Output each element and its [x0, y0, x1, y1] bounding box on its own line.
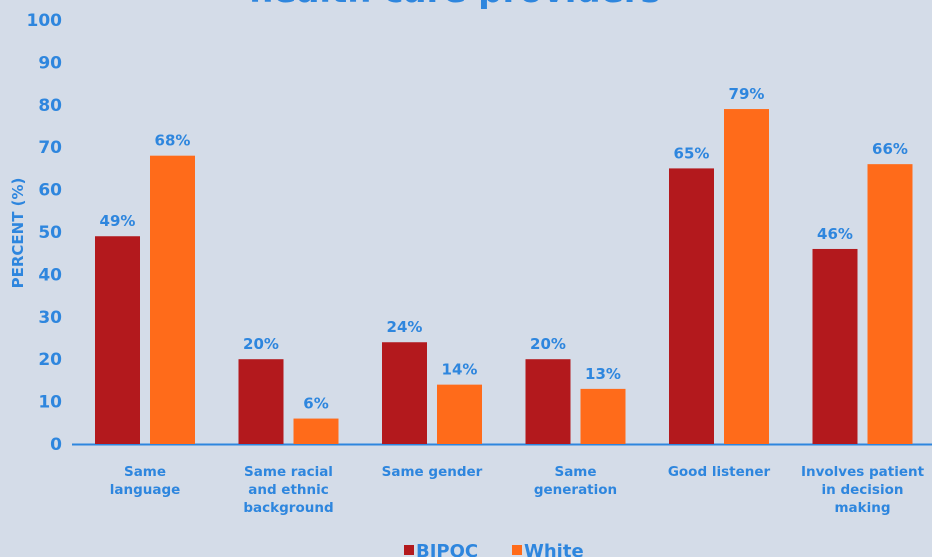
legend-swatch-bipoc	[404, 545, 414, 555]
y-tick-label: 60	[38, 181, 62, 201]
legend-label-bipoc: BIPOC	[416, 541, 478, 557]
bar-white	[867, 164, 913, 444]
y-tick-label: 40	[38, 265, 62, 285]
y-axis-ticks: 0 10 20 30 40 50 60 70 80 90 100	[27, 11, 63, 455]
legend-label-white: White	[524, 541, 584, 557]
y-tick-label: 50	[38, 223, 62, 243]
y-tick-label: 80	[38, 96, 62, 116]
y-tick-label: 10	[38, 393, 62, 413]
data-label: 20%	[530, 335, 566, 353]
y-tick-label: 30	[38, 308, 62, 328]
bar-bipoc	[95, 236, 140, 444]
bar-bipoc	[238, 359, 284, 444]
bar-bipoc	[382, 342, 427, 444]
x-tick-label: Same generation	[534, 464, 617, 498]
y-tick-label: 100	[27, 11, 63, 31]
bar-white	[724, 109, 769, 444]
bar-white	[580, 388, 626, 444]
x-tick-label: Same racial and ethnic background	[243, 464, 333, 516]
bar-white	[437, 384, 482, 444]
y-axis-label: PERCENT (%)	[9, 178, 27, 289]
y-tick-label: 90	[38, 53, 62, 73]
bars	[95, 109, 913, 444]
y-tick-label: 70	[38, 138, 62, 158]
y-tick-label: 20	[38, 350, 62, 370]
y-tick-label: 0	[50, 435, 62, 455]
chart-title: health care providers	[249, 0, 661, 11]
legend: BIPOC White	[404, 541, 584, 557]
data-label: 24%	[387, 318, 423, 336]
data-label: 20%	[243, 335, 279, 353]
bar-bipoc	[525, 359, 571, 444]
bar-white	[293, 418, 339, 444]
legend-swatch-white	[512, 545, 522, 555]
bar-bipoc	[669, 168, 714, 444]
x-tick-label: Same gender	[382, 464, 483, 480]
data-label: 13%	[585, 365, 621, 383]
data-label: 65%	[674, 144, 710, 162]
data-label: 6%	[303, 395, 328, 413]
bar-bipoc	[812, 248, 858, 444]
data-label: 46%	[817, 225, 853, 243]
data-label: 68%	[155, 132, 191, 150]
data-label: 14%	[442, 361, 478, 379]
bar-white	[150, 155, 195, 444]
data-label: 79%	[729, 85, 765, 103]
x-tick-label: Good listener	[668, 464, 771, 480]
x-tick-label: Involves patient in decision making	[801, 464, 925, 516]
data-labels: 49% 68% 20% 6% 24% 14% 20% 13% 65% 79% 46% 66%	[100, 85, 908, 413]
data-label: 49%	[100, 212, 136, 230]
category-labels: Same language Same racial and ethnic backgro…	[110, 464, 925, 516]
data-label: 66%	[872, 140, 908, 158]
x-tick-label: Same language	[110, 464, 181, 498]
